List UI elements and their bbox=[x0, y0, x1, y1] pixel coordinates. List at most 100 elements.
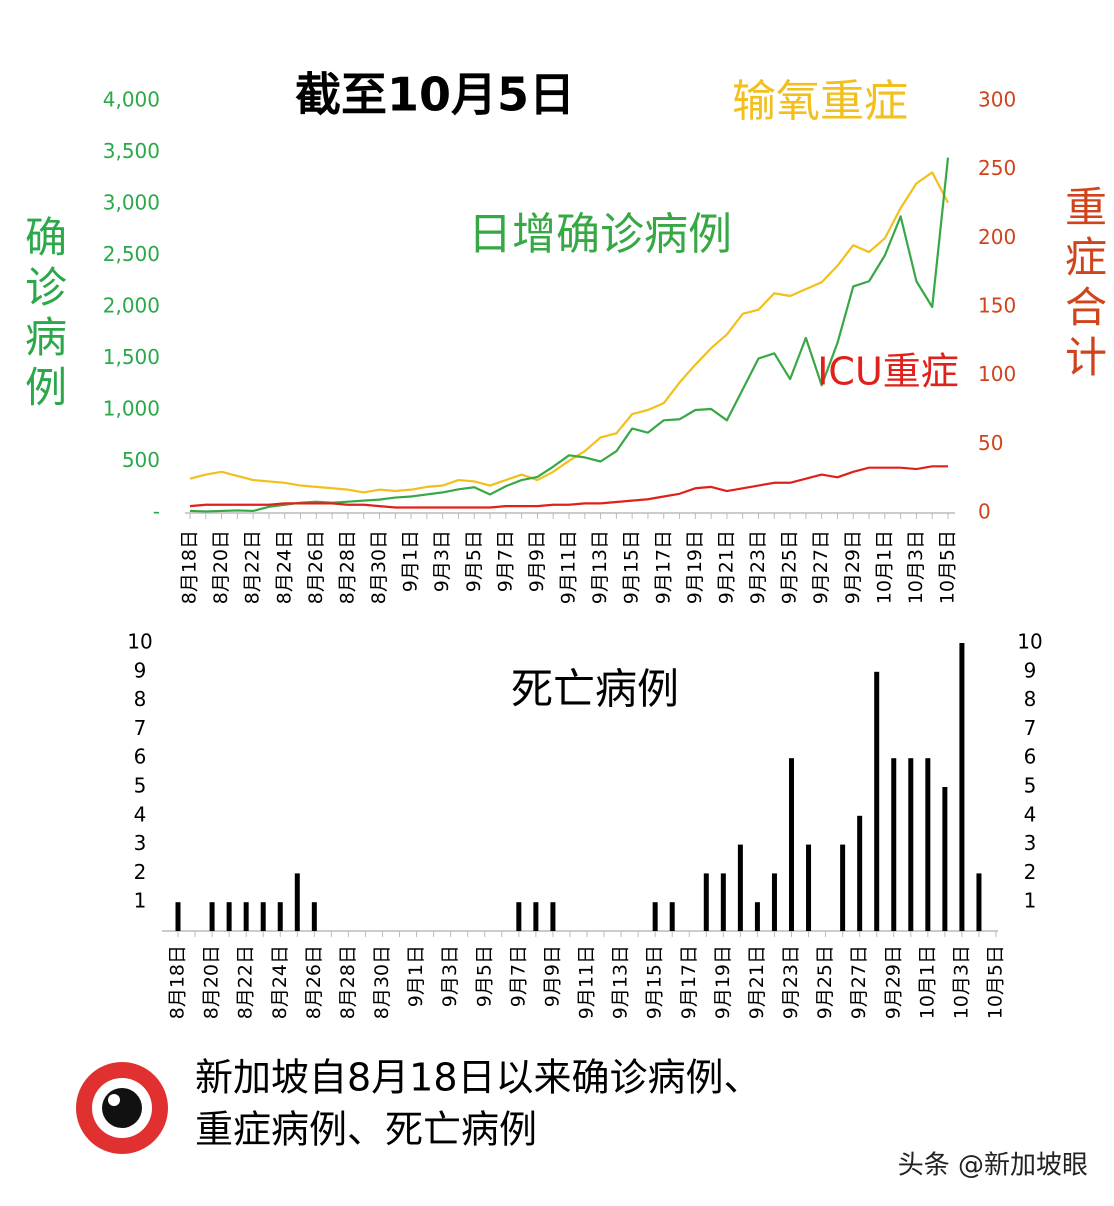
logo bbox=[76, 1062, 168, 1154]
chart-title: 截至10月5日 bbox=[295, 68, 575, 122]
y2-tick-label: 7 bbox=[1024, 716, 1037, 740]
y-tick-label: 1 bbox=[134, 889, 147, 913]
bar bbox=[891, 758, 897, 931]
series-label: ICU重症 bbox=[817, 350, 959, 394]
y2-tick-label: 10 bbox=[1017, 630, 1042, 654]
x-tick-label: 9月15日 bbox=[644, 945, 666, 1019]
bar bbox=[771, 873, 777, 931]
y-tick-label: 2,500 bbox=[103, 242, 160, 266]
x-tick-label: 8月30日 bbox=[371, 945, 393, 1019]
bar bbox=[789, 758, 794, 931]
bar bbox=[942, 787, 948, 931]
y-tick-label: 9 bbox=[134, 658, 147, 682]
x-tick-label: 10月5日 bbox=[985, 945, 1007, 1019]
bar bbox=[669, 902, 675, 931]
y-tick-label: 7 bbox=[134, 716, 147, 740]
bar bbox=[243, 902, 249, 931]
y2-tick-label: 150 bbox=[978, 294, 1016, 318]
x-tick-label: 8月30日 bbox=[368, 530, 390, 604]
x-tick-label: 9月15日 bbox=[621, 530, 643, 604]
x-tick-label: 9月21日 bbox=[715, 530, 737, 604]
x-tick-label: 10月1日 bbox=[873, 530, 895, 604]
y-tick-label: 4,000 bbox=[103, 88, 160, 112]
y-axis-label: 确诊病例 bbox=[19, 215, 68, 415]
y2-tick-label: 1 bbox=[1024, 889, 1037, 913]
x-tick-label: 9月3日 bbox=[431, 530, 453, 592]
bar bbox=[925, 758, 931, 931]
y2-tick-label: 250 bbox=[978, 156, 1016, 180]
line-series bbox=[189, 157, 950, 513]
y2-tick-label: 2 bbox=[1024, 860, 1037, 884]
y-tick-label: 8 bbox=[134, 687, 147, 711]
x-tick-label: 9月23日 bbox=[747, 530, 769, 604]
bar bbox=[857, 815, 863, 931]
x-tick-label: 9月7日 bbox=[494, 530, 516, 592]
line-series bbox=[189, 171, 949, 494]
y2-tick-label: 9 bbox=[1024, 658, 1037, 682]
x-tick-label: 9月23日 bbox=[780, 945, 802, 1019]
x-tick-label: 9月25日 bbox=[814, 945, 836, 1019]
bar bbox=[737, 844, 743, 931]
x-tick-label: 8月24日 bbox=[269, 945, 291, 1019]
x-tick-label: 8月20日 bbox=[201, 945, 223, 1019]
bar bbox=[840, 844, 846, 931]
x-tick-label: 9月21日 bbox=[746, 945, 768, 1019]
y-tick-label: 10 bbox=[127, 630, 152, 654]
x-tick-label: 9月17日 bbox=[652, 530, 674, 604]
y2-tick-label: 0 bbox=[978, 500, 991, 524]
y2-tick-label: 300 bbox=[978, 88, 1016, 112]
y-tick-label: 4 bbox=[134, 802, 147, 826]
bar bbox=[550, 902, 556, 931]
bar bbox=[806, 844, 812, 931]
x-tick-label: 9月29日 bbox=[842, 530, 864, 604]
y2-tick-label: 5 bbox=[1024, 774, 1037, 798]
x-tick-label: 8月22日 bbox=[235, 945, 257, 1019]
x-tick-label: 10月3日 bbox=[905, 530, 927, 604]
x-tick-label: 8月26日 bbox=[305, 530, 327, 604]
x-tick-label: 8月20日 bbox=[210, 530, 232, 604]
y-tick-label: 500 bbox=[122, 448, 160, 472]
bar bbox=[175, 902, 181, 931]
x-tick-label: 8月22日 bbox=[242, 530, 264, 604]
watermark: 头条 @新加坡眼 bbox=[898, 1151, 1088, 1181]
bar bbox=[976, 873, 982, 931]
y-tick-label: 3,500 bbox=[103, 139, 160, 163]
y-tick-label: 5 bbox=[134, 774, 147, 798]
x-tick-label: 9月19日 bbox=[712, 945, 734, 1019]
chart-title: 死亡病例 bbox=[511, 665, 679, 714]
y-tick-label: 2,000 bbox=[103, 294, 160, 318]
bar bbox=[652, 902, 658, 931]
y-tick-label: 2 bbox=[134, 860, 147, 884]
bar bbox=[294, 873, 300, 931]
x-tick-label: 9月1日 bbox=[400, 530, 422, 592]
bar bbox=[908, 758, 914, 931]
bar bbox=[703, 873, 709, 931]
y-tick-label: 1,500 bbox=[103, 345, 160, 369]
x-tick-label: 9月11日 bbox=[558, 530, 580, 604]
y2-axis-label: 重症合计 bbox=[1059, 185, 1108, 385]
bar bbox=[260, 902, 266, 931]
y-tick-label: 1,000 bbox=[103, 397, 160, 421]
y-tick-label: 6 bbox=[134, 745, 147, 769]
x-tick-label: 9月27日 bbox=[810, 530, 832, 604]
x-tick-label: 9月7日 bbox=[507, 945, 529, 1007]
x-tick-label: 9月17日 bbox=[678, 945, 700, 1019]
x-tick-label: 10月5日 bbox=[937, 530, 959, 604]
y-tick-label: - bbox=[153, 500, 160, 524]
y2-tick-label: 4 bbox=[1024, 802, 1037, 826]
x-tick-label: 9月5日 bbox=[473, 945, 495, 1007]
x-tick-label: 9月9日 bbox=[526, 530, 548, 592]
x-tick-label: 9月9日 bbox=[541, 945, 563, 1007]
x-tick-label: 9月11日 bbox=[576, 945, 598, 1019]
y2-tick-label: 100 bbox=[978, 362, 1016, 386]
x-tick-label: 9月5日 bbox=[463, 530, 485, 592]
bar bbox=[277, 902, 283, 931]
y-tick-label: 3 bbox=[134, 831, 147, 855]
x-tick-label: 9月29日 bbox=[882, 945, 904, 1019]
bar bbox=[874, 671, 880, 931]
x-tick-label: 8月24日 bbox=[273, 530, 295, 604]
x-tick-label: 9月25日 bbox=[779, 530, 801, 604]
bar bbox=[959, 643, 965, 931]
bar bbox=[226, 902, 232, 931]
